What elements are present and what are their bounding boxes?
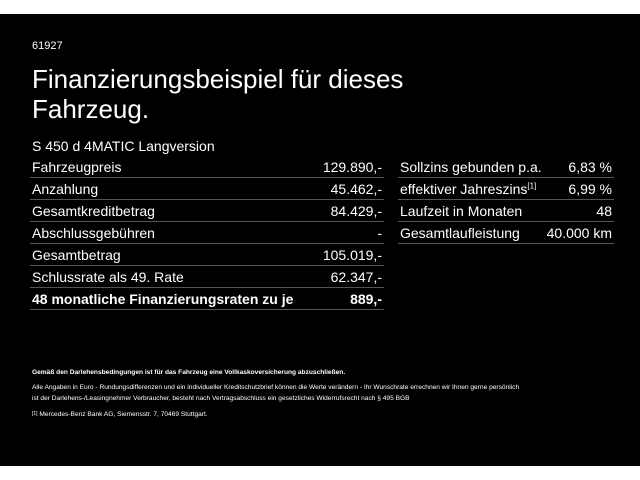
table-row: Laufzeit in Monaten 48 (398, 199, 614, 222)
legal-notes: Gemäß den Darlehensbedingungen ist für d… (32, 367, 612, 420)
row-label: Gesamtkreditbetrag (30, 199, 316, 222)
footnote-ref: [1] (527, 180, 537, 190)
subtitle: S 450 d 4MATIC Langversion (32, 138, 215, 154)
row-label: Abschlussgebühren (30, 221, 316, 244)
title: Finanzierungsbeispiel für dieses Fahrzeu… (32, 64, 404, 124)
table-row: Sollzins gebunden p.a. 6,83 % (398, 156, 614, 178)
label-text: effektiver Jahreszins (400, 180, 528, 197)
label-text: Laufzeit in Monaten (400, 202, 523, 219)
row-value: 129.890,- (315, 156, 384, 178)
row-value: 48 (544, 199, 614, 222)
table-row: Schlussrate als 49. Rate 62.347,- (30, 265, 384, 288)
label-text: Gesamtlaufleistung (400, 224, 520, 241)
table-row: Gesamtkreditbetrag 84.429,- (30, 199, 384, 222)
row-value: 62.347,- (315, 265, 384, 288)
terms-table: Sollzins gebunden p.a. 6,83 % effektiver J… (398, 156, 614, 244)
note-bold: Gemäß den Darlehensbedingungen ist für d… (32, 369, 346, 376)
footnote-text: Mercedes-Benz Bank AG, Siemensstr. 7, 70… (39, 410, 208, 418)
table-row: Fahrzeugpreis 129.890,- (30, 156, 384, 178)
row-value: 40.000 km (544, 221, 614, 244)
finance-panel: 61927 Finanzierungsbeispiel für dieses F… (0, 14, 640, 466)
row-value: 6,99 % (544, 177, 614, 200)
row-value: 889,- (315, 287, 384, 310)
note-line: ist der Darlehens-/Leasingnehmer Verbrau… (32, 395, 410, 402)
table-row: effektiver Jahreszins[1] 6,99 % (398, 177, 614, 200)
row-label: Gesamtlaufleistung (398, 221, 545, 244)
footnote: [1] Mercedes-Benz Bank AG, Siemensstr. 7… (32, 409, 612, 421)
row-value: 45.462,- (315, 177, 384, 200)
row-value: 105.019,- (315, 243, 384, 266)
row-label: Schlussrate als 49. Rate (30, 265, 316, 288)
table-row: Gesamtlaufleistung 40.000 km (398, 221, 614, 244)
vehicle-code: 61927 (32, 40, 63, 52)
row-label: Laufzeit in Monaten (398, 199, 545, 222)
table-row: Abschlussgebühren - (30, 221, 384, 244)
table-row: 48 monatliche Finanzierungsraten zu je 88… (30, 287, 384, 310)
row-label: 48 monatliche Finanzierungsraten zu je (30, 287, 316, 310)
note-line: Alle Angaben in Euro - Rundungsdifferenz… (32, 383, 520, 391)
row-label: Gesamtbetrag (30, 243, 316, 266)
row-value: 6,83 % (544, 156, 614, 178)
row-label: Fahrzeugpreis (30, 156, 316, 178)
row-value: 84.429,- (315, 199, 384, 222)
table-row: Anzahlung 45.462,- (30, 177, 384, 200)
row-label: Anzahlung (30, 177, 316, 200)
finance-table: Fahrzeugpreis 129.890,- Anzahlung 45.462,- G… (30, 156, 384, 310)
row-value: - (315, 221, 384, 244)
row-label: effektiver Jahreszins[1] (398, 177, 545, 200)
label-text: Sollzins gebunden p.a. (400, 158, 542, 175)
row-label: Sollzins gebunden p.a. (398, 156, 545, 178)
table-row: Gesamtbetrag 105.019,- (30, 243, 384, 266)
footnote-mark: [1] (32, 410, 38, 417)
